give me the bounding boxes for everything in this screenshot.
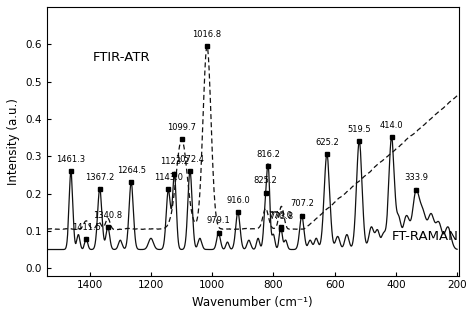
Text: 1367.2: 1367.2 [85,173,114,189]
Text: 519.5: 519.5 [347,125,371,141]
Text: 414.0: 414.0 [380,121,403,137]
Text: FTIR-ATR: FTIR-ATR [93,51,150,64]
Text: 816.2: 816.2 [256,150,281,166]
Text: 1099.7: 1099.7 [167,123,196,139]
Text: 916.0: 916.0 [226,196,250,212]
Text: 707.2: 707.2 [290,199,314,216]
X-axis label: Wavenumber (cm⁻¹): Wavenumber (cm⁻¹) [192,296,313,309]
Y-axis label: Intensity (a.u.): Intensity (a.u.) [7,98,20,185]
Text: 825.2: 825.2 [254,176,278,193]
Text: 1143.0: 1143.0 [154,173,183,190]
Text: 1123.2: 1123.2 [160,157,189,174]
Text: FT-RAMAN: FT-RAMAN [392,230,458,243]
Text: 1340.8: 1340.8 [93,211,122,227]
Text: 979.1: 979.1 [207,216,230,233]
Text: 1461.3: 1461.3 [56,155,85,171]
Text: 333.9: 333.9 [404,173,428,190]
Text: 776.0: 776.0 [269,210,293,227]
Text: 1072.4: 1072.4 [175,155,204,171]
Text: 1411.5: 1411.5 [72,222,100,239]
Text: 773.8: 773.8 [269,212,293,229]
Text: 625.2: 625.2 [315,138,339,154]
Text: 1264.5: 1264.5 [117,166,146,182]
Text: 1016.8: 1016.8 [192,30,221,46]
